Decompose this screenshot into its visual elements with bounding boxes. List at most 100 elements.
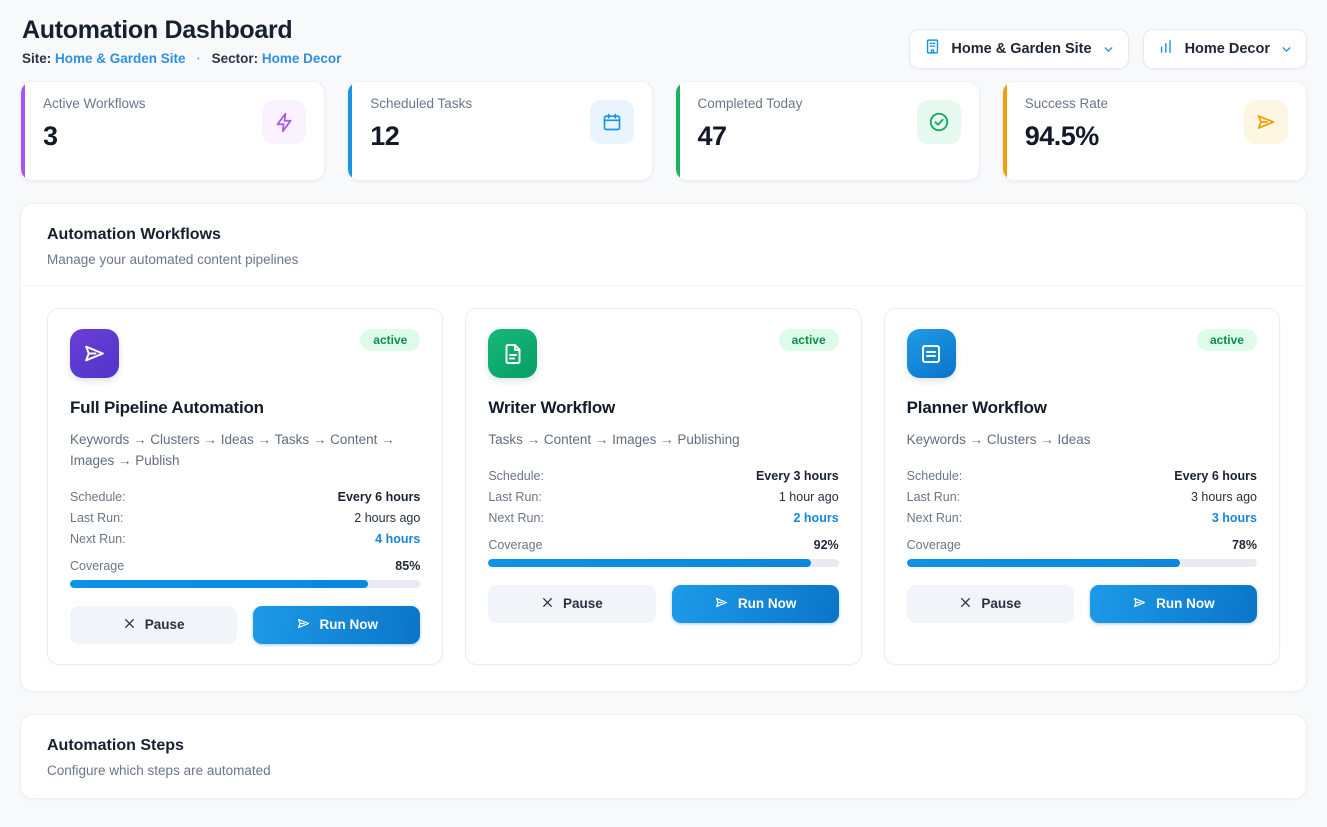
last-run-value: 1 hour ago <box>778 489 839 504</box>
coverage-row: Coverage 92% <box>488 538 838 552</box>
workflow-name: Writer Workflow <box>488 398 616 417</box>
play-icon <box>1132 595 1147 613</box>
panel-subtitle: Manage your automated content pipelines <box>47 252 299 267</box>
workflow-name: Full Pipeline Automation <box>70 398 264 417</box>
coverage-label: Coverage <box>70 558 125 573</box>
meta-row: Next Run: 4 hours <box>70 530 420 551</box>
workflow-flow: Keywords → Clusters → Ideas <box>906 432 1091 447</box>
stat-text: Active Workflows 3 <box>43 96 146 152</box>
close-icon <box>541 596 554 612</box>
document-list-icon <box>906 329 956 378</box>
pause-button-label: Pause <box>981 596 1022 612</box>
play-icon <box>296 616 311 634</box>
site-selector[interactable]: Home & Garden Site <box>909 29 1129 69</box>
schedule-label: Schedule: <box>70 489 126 504</box>
send-icon <box>70 329 119 378</box>
workflow-card-writer-workflow: active Writer Workflow Tasks → Content →… <box>465 308 862 665</box>
coverage-percent: 85% <box>395 558 421 573</box>
workflow-card-planner-workflow: active Planner Workflow Keywords → Clust… <box>883 308 1280 665</box>
stat-value: 3 <box>43 121 58 151</box>
run-now-button-label: Run Now <box>737 596 797 612</box>
meta-row: Next Run: 2 hours <box>488 509 838 530</box>
schedule-label: Schedule: <box>906 468 963 483</box>
pause-button[interactable]: Pause <box>488 584 656 623</box>
calendar-icon <box>589 100 634 144</box>
last-run-label: Last Run: <box>70 510 124 525</box>
coverage-progress-fill <box>488 558 811 567</box>
chevron-down-icon <box>1102 43 1114 55</box>
workflow-meta: Schedule: Every 6 hours Last Run: 3 hour… <box>907 467 1257 530</box>
panel-title: Automation Workflows <box>47 226 221 243</box>
automation-workflows-panel: Automation Workflows Manage your automat… <box>20 203 1307 692</box>
status-badge: active <box>1196 329 1257 351</box>
building-icon <box>924 38 941 60</box>
title-block: Automation Dashboard Site: Home & Garden… <box>20 16 341 66</box>
sector-selector[interactable]: Home Decor <box>1142 29 1307 69</box>
automation-steps-panel: Automation Steps Configure which steps a… <box>20 713 1307 799</box>
last-run-label: Last Run: <box>488 489 542 504</box>
site-link[interactable]: Home & Garden Site <box>55 51 186 66</box>
stat-label: Scheduled Tasks <box>370 96 473 111</box>
workflow-name: Planner Workflow <box>906 398 1047 417</box>
page-header: Automation Dashboard Site: Home & Garden… <box>20 16 1307 69</box>
run-now-button-label: Run Now <box>1156 596 1215 612</box>
coverage-progress-bar <box>70 579 421 588</box>
panel-subtitle: Configure which steps are automated <box>47 762 271 778</box>
sector-link[interactable]: Home Decor <box>261 51 342 66</box>
coverage-row: Coverage 85% <box>70 559 420 573</box>
coverage-progress-fill <box>70 579 368 588</box>
last-run-label: Last Run: <box>906 489 961 504</box>
schedule-value: Every 6 hours <box>1174 468 1257 483</box>
coverage-row: Coverage 78% <box>907 538 1257 552</box>
run-now-button[interactable]: Run Now <box>253 605 421 644</box>
selector-group: Home & Garden Site Home Decor <box>909 16 1307 69</box>
meta-row: Schedule: Every 6 hours <box>907 467 1257 488</box>
pause-button[interactable]: Pause <box>906 584 1074 623</box>
bar-chart-icon <box>1158 38 1175 60</box>
accent-bar <box>1002 82 1007 180</box>
breadcrumb: Site: Home & Garden Site · Sector: Home … <box>22 51 341 66</box>
coverage-label: Coverage <box>488 537 543 552</box>
stat-label: Completed Today <box>697 96 803 111</box>
pause-button-label: Pause <box>144 617 185 633</box>
run-now-button[interactable]: Run Now <box>671 584 839 623</box>
workflow-actions: Pause Run Now <box>488 584 839 623</box>
coverage-label: Coverage <box>906 537 961 552</box>
coverage-progress-bar <box>906 558 1257 567</box>
check-circle-icon <box>916 100 961 144</box>
workflow-actions: Pause Run Now <box>70 605 421 644</box>
stat-value: 94.5% <box>1024 121 1100 151</box>
next-run-value: 2 hours <box>793 510 839 525</box>
last-run-value: 3 hours ago <box>1190 489 1257 504</box>
schedule-label: Schedule: <box>488 468 544 483</box>
pause-button-label: Pause <box>563 596 603 612</box>
site-selector-label: Home & Garden Site <box>951 41 1092 57</box>
status-badge: active <box>360 329 421 351</box>
accent-bar <box>675 82 680 180</box>
file-text-icon <box>488 329 538 378</box>
stat-card-group: Active Workflows 3 Scheduled Tasks 12 <box>20 81 1307 181</box>
close-icon <box>959 596 972 612</box>
next-run-value: 4 hours <box>375 531 421 546</box>
next-run-label: Next Run: <box>906 510 963 525</box>
stat-value: 12 <box>370 121 400 151</box>
coverage-progress-bar <box>488 558 839 567</box>
close-icon <box>123 617 136 633</box>
pause-button[interactable]: Pause <box>70 605 238 644</box>
workflow-card-top: active <box>488 329 839 378</box>
stat-text: Success Rate 94.5% <box>1025 96 1108 152</box>
site-prefix-label: Site: <box>22 51 52 66</box>
workflow-flow: Keywords → Clusters → Ideas → Tasks → Co… <box>70 432 395 468</box>
accent-bar <box>21 82 25 180</box>
panel-header: Automation Steps Configure which steps a… <box>21 715 1306 798</box>
workflow-card-top: active <box>906 329 1257 378</box>
coverage-progress-fill <box>906 558 1180 567</box>
play-icon <box>714 595 729 613</box>
meta-row: Schedule: Every 3 hours <box>488 467 838 488</box>
workflow-actions: Pause Run Now <box>906 584 1257 623</box>
run-now-button[interactable]: Run Now <box>1089 584 1257 623</box>
sector-prefix-label: Sector: <box>211 51 259 66</box>
stat-card-success-rate: Success Rate 94.5% <box>1001 81 1307 181</box>
workflow-meta: Schedule: Every 3 hours Last Run: 1 hour… <box>488 467 838 530</box>
